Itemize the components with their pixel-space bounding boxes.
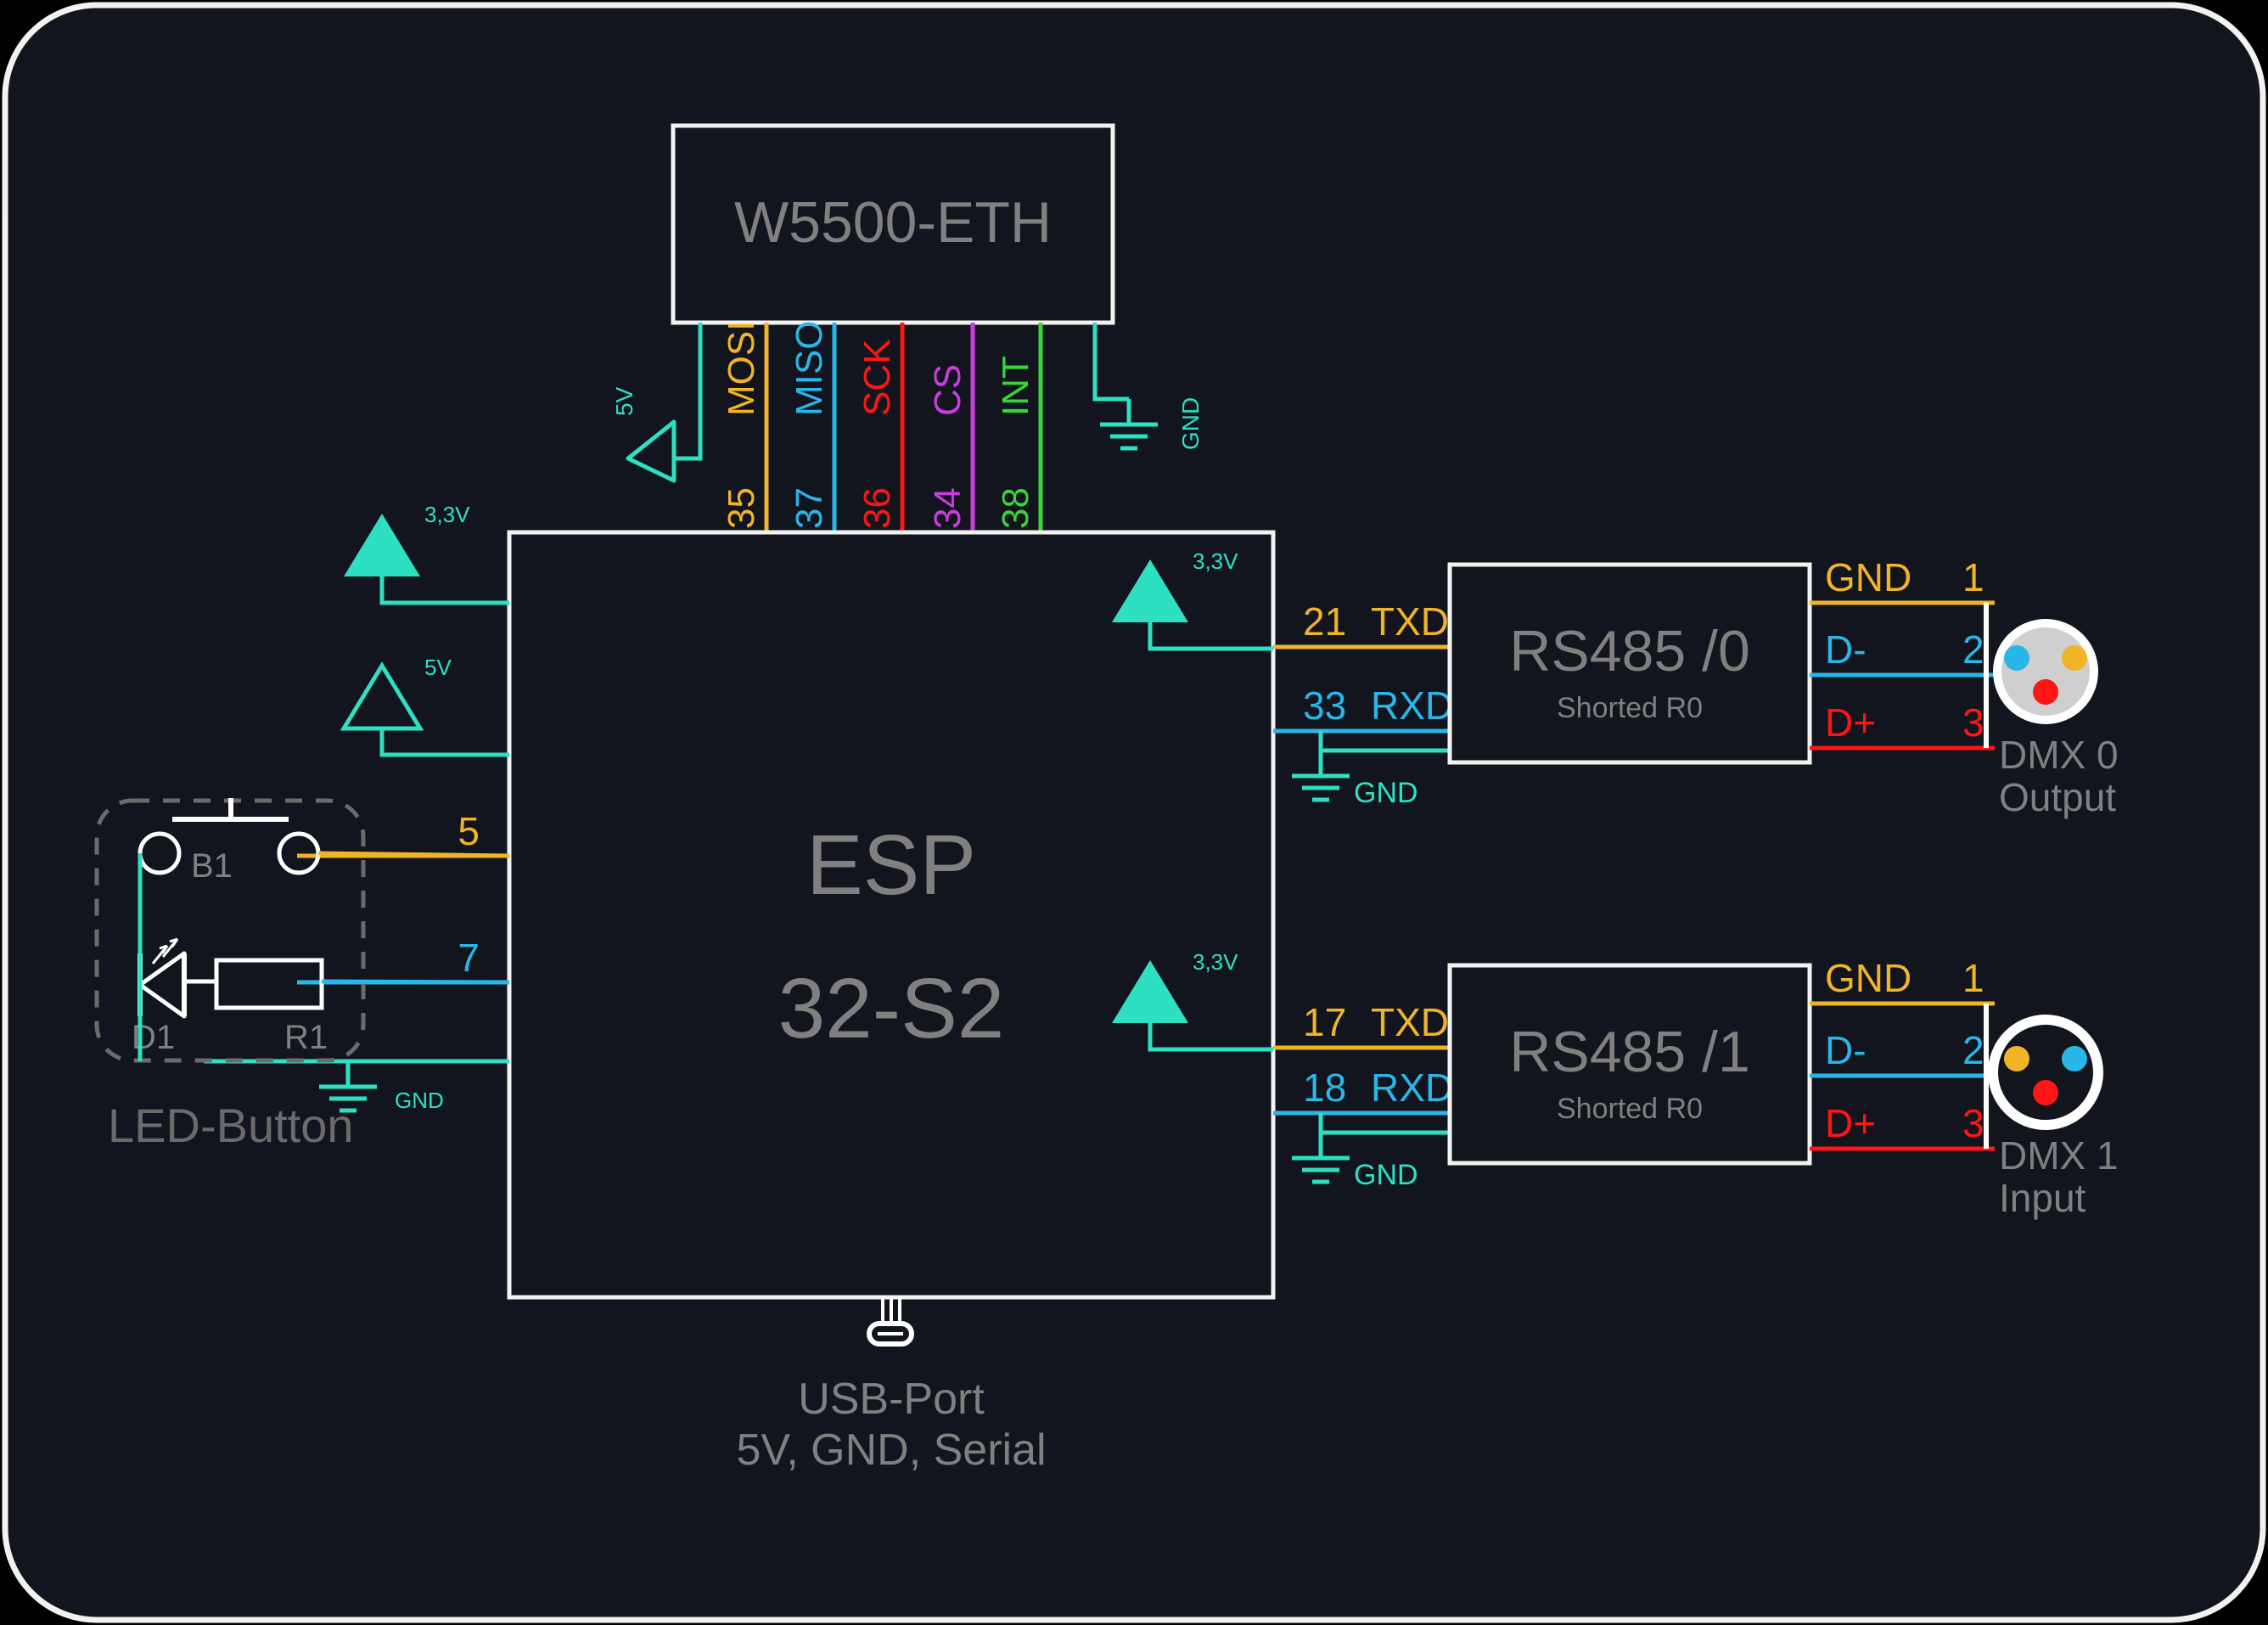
svg-text:GND: GND	[1177, 397, 1204, 450]
svg-text:GND: GND	[1354, 1159, 1418, 1191]
svg-text:32-S2: 32-S2	[778, 961, 1005, 1056]
svg-text:3,3V: 3,3V	[1193, 949, 1238, 975]
svg-text:B1: B1	[191, 847, 233, 885]
svg-text:21: 21	[1303, 599, 1346, 644]
svg-text:GND: GND	[1354, 777, 1418, 809]
svg-text:TXD: TXD	[1371, 599, 1449, 644]
svg-text:DMX 1: DMX 1	[1999, 1133, 2119, 1178]
svg-text:D-: D-	[1825, 1028, 1867, 1072]
svg-text:Shorted R0: Shorted R0	[1557, 692, 1703, 724]
svg-text:3,3V: 3,3V	[1193, 548, 1238, 574]
svg-text:Shorted R0: Shorted R0	[1557, 1093, 1703, 1125]
svg-text:38: 38	[995, 487, 1036, 529]
svg-text:36: 36	[856, 487, 898, 529]
svg-text:1: 1	[1962, 555, 1984, 599]
svg-text:34: 34	[927, 487, 968, 529]
svg-text:5V, GND, Serial: 5V, GND, Serial	[736, 1425, 1046, 1475]
svg-text:GND: GND	[395, 1088, 444, 1113]
svg-text:5V: 5V	[611, 386, 637, 416]
svg-text:3,3V: 3,3V	[424, 502, 470, 527]
svg-text:D+: D+	[1825, 1101, 1876, 1145]
svg-text:RS485 /1: RS485 /1	[1509, 1020, 1750, 1084]
svg-text:D-: D-	[1825, 627, 1867, 672]
svg-text:INT: INT	[995, 356, 1036, 416]
svg-text:USB-Port: USB-Port	[798, 1375, 985, 1424]
svg-text:3: 3	[1962, 700, 1984, 745]
svg-text:17: 17	[1303, 1000, 1346, 1044]
svg-text:ESP: ESP	[806, 818, 976, 913]
svg-text:7: 7	[458, 936, 480, 980]
svg-text:RXD: RXD	[1371, 1066, 1453, 1110]
svg-text:37: 37	[789, 487, 830, 529]
svg-text:RS485 /0: RS485 /0	[1509, 619, 1750, 683]
svg-text:LED-Button: LED-Button	[108, 1099, 354, 1152]
svg-text:2: 2	[1962, 627, 1984, 672]
svg-text:CS: CS	[927, 364, 968, 416]
svg-text:GND: GND	[1825, 555, 1912, 599]
svg-text:18: 18	[1303, 1066, 1346, 1110]
svg-text:1: 1	[1962, 956, 1984, 1000]
svg-text:RXD: RXD	[1371, 683, 1453, 728]
svg-text:R1: R1	[284, 1019, 328, 1056]
svg-text:GND: GND	[1825, 956, 1912, 1000]
svg-text:MISO: MISO	[789, 321, 830, 416]
svg-text:33: 33	[1303, 683, 1346, 728]
svg-text:2: 2	[1962, 1028, 1984, 1072]
svg-text:5V: 5V	[424, 655, 452, 680]
svg-text:3: 3	[1962, 1101, 1984, 1145]
svg-text:Input: Input	[1999, 1176, 2086, 1220]
svg-text:5: 5	[458, 809, 480, 853]
svg-text:SCK: SCK	[856, 340, 898, 416]
svg-text:MOSI: MOSI	[721, 321, 762, 416]
svg-text:Output: Output	[1999, 775, 2116, 819]
svg-text:DMX 0: DMX 0	[1999, 733, 2119, 777]
svg-text:D+: D+	[1825, 700, 1876, 745]
svg-text:35: 35	[721, 487, 762, 529]
svg-text:TXD: TXD	[1371, 1000, 1449, 1044]
svg-text:W5500-ETH: W5500-ETH	[734, 190, 1052, 255]
